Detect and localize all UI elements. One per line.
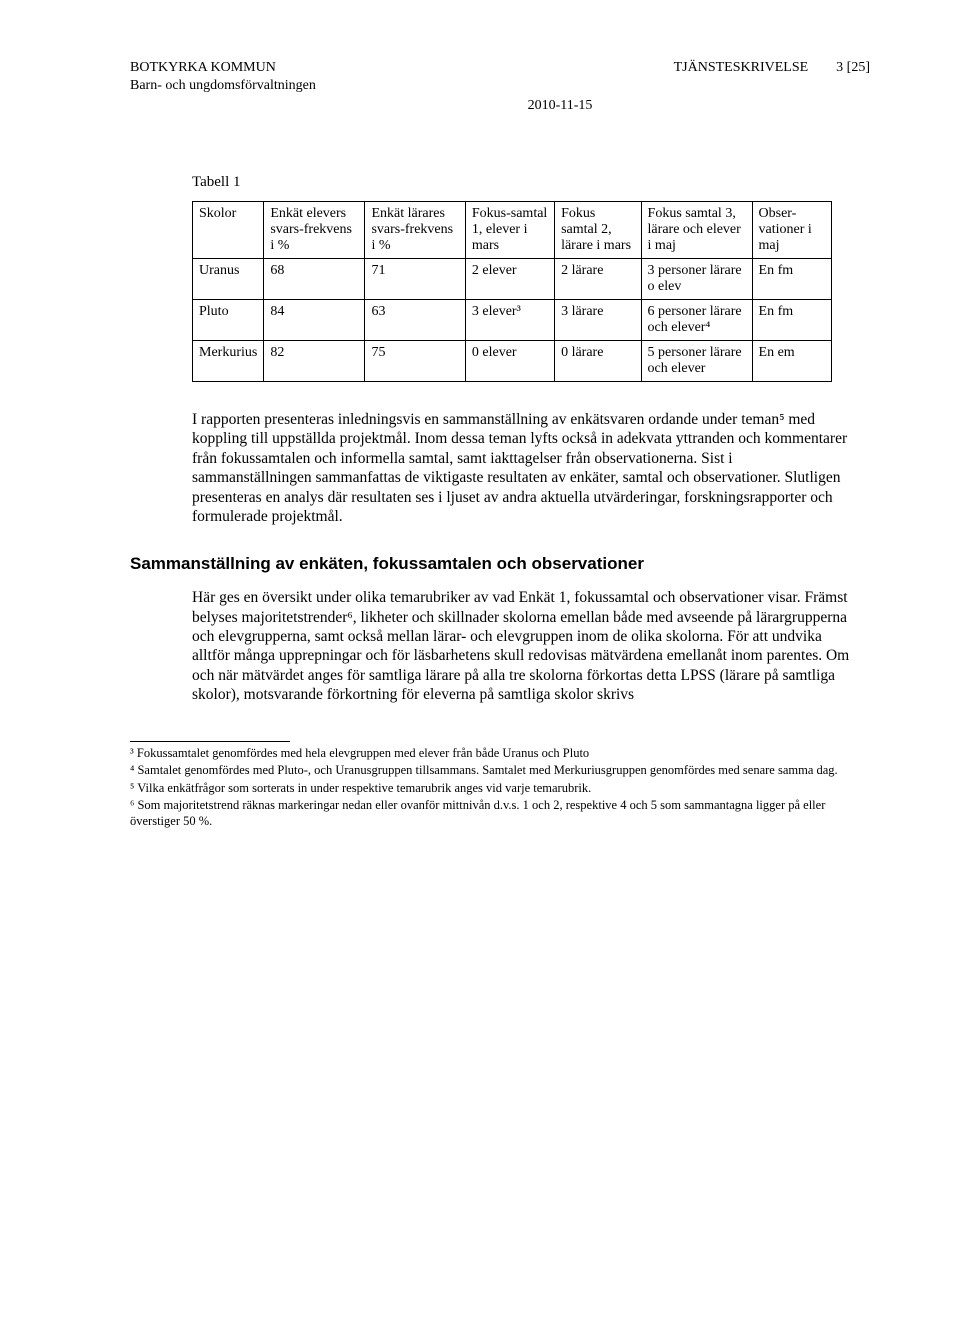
footnote-5: ⁵ Vilka enkätfrågor som sorterats in und… <box>130 781 870 797</box>
col-1: Enkät elevers svars-frekvens i % <box>264 202 365 259</box>
cell: Uranus <box>193 259 264 300</box>
header-org: BOTKYRKA KOMMUN <box>130 60 276 76</box>
cell: 75 <box>365 341 465 382</box>
cell: 5 personer lärare och elever <box>641 341 752 382</box>
footnotes: ³ Fokussamtalet genomfördes med hela ele… <box>130 741 870 830</box>
footnote-4: ⁴ Samtalet genomfördes med Pluto-, och U… <box>130 763 870 779</box>
header-dept: Barn- och ungdomsförvaltningen <box>130 78 870 94</box>
section-heading: Sammanställning av enkäten, fokussamtale… <box>130 554 870 574</box>
cell: En fm <box>752 300 831 341</box>
col-6: Obser-vationer i maj <box>752 202 831 259</box>
col-3: Fokus-samtal 1, elever i mars <box>465 202 554 259</box>
cell: En fm <box>752 259 831 300</box>
cell: 3 elever³ <box>465 300 554 341</box>
table-row: Uranus 68 71 2 elever 2 lärare 3 persone… <box>193 259 832 300</box>
table-row: Pluto 84 63 3 elever³ 3 lärare 6 persone… <box>193 300 832 341</box>
cell: 0 elever <box>465 341 554 382</box>
footnote-rule <box>130 741 290 742</box>
cell: Merkurius <box>193 341 264 382</box>
cell: 68 <box>264 259 365 300</box>
cell: 82 <box>264 341 365 382</box>
footnote-6: ⁶ Som majoritetstrend räknas markeringar… <box>130 798 870 829</box>
col-5: Fokus samtal 3, lärare och elever i maj <box>641 202 752 259</box>
cell: En em <box>752 341 831 382</box>
header-pageno: 3 [25] <box>836 60 870 75</box>
cell: 84 <box>264 300 365 341</box>
cell: 2 lärare <box>555 259 641 300</box>
col-4: Fokus samtal 2, lärare i mars <box>555 202 641 259</box>
data-table: Skolor Enkät elevers svars-frekvens i % … <box>192 201 832 382</box>
cell: 71 <box>365 259 465 300</box>
col-2: Enkät lärares svars-frekvens i % <box>365 202 465 259</box>
cell: 63 <box>365 300 465 341</box>
cell: Pluto <box>193 300 264 341</box>
table-row: Merkurius 82 75 0 elever 0 lärare 5 pers… <box>193 341 832 382</box>
col-0: Skolor <box>193 202 264 259</box>
paragraph-1: I rapporten presenteras inledningsvis en… <box>192 410 850 526</box>
table-header-row: Skolor Enkät elevers svars-frekvens i % … <box>193 202 832 259</box>
cell: 3 lärare <box>555 300 641 341</box>
header-doctype: TJÄNSTESKRIVELSE <box>674 60 809 75</box>
footnote-3: ³ Fokussamtalet genomfördes med hela ele… <box>130 746 870 762</box>
header-date: 2010-11-15 <box>250 98 870 114</box>
table-caption: Tabell 1 <box>192 174 870 191</box>
cell: 2 elever <box>465 259 554 300</box>
paragraph-2: Här ges en översikt under olika temarubr… <box>192 588 850 704</box>
cell: 0 lärare <box>555 341 641 382</box>
cell: 6 personer lärare och elever⁴ <box>641 300 752 341</box>
cell: 3 personer lärare o elev <box>641 259 752 300</box>
